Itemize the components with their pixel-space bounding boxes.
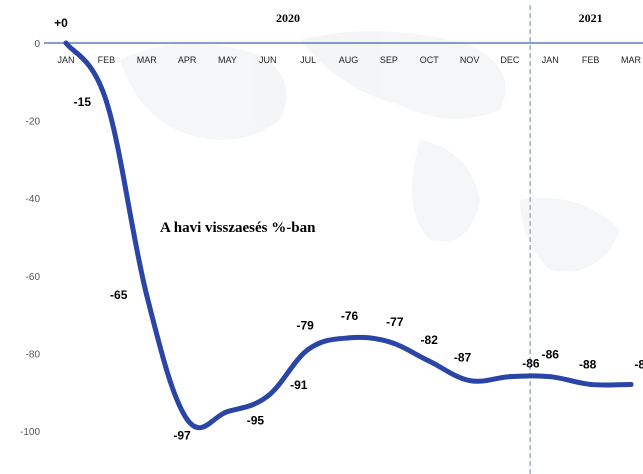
x-tick-label: JAN xyxy=(542,55,559,65)
data-point xyxy=(305,347,311,353)
y-axis: 0 -20 -40 -60 -80 -100 xyxy=(20,39,40,438)
y-tick-label: -80 xyxy=(26,349,41,360)
x-tick-label: AUG xyxy=(339,55,359,65)
data-label: -82 xyxy=(421,333,439,347)
y-tick-label: -100 xyxy=(20,427,40,438)
data-point xyxy=(346,335,351,341)
data-point xyxy=(224,409,230,415)
x-axis: JAN FEB MAR APR MAY JUN JUL AUG SEP OCT NOV DEC JAN F… xyxy=(44,5,643,474)
data-point xyxy=(588,381,594,387)
series-line xyxy=(63,40,634,431)
data-label: -79 xyxy=(296,319,314,333)
data-label: -86 xyxy=(542,348,560,362)
y-tick-label: -40 xyxy=(26,194,41,205)
data-point xyxy=(63,40,69,46)
data-point xyxy=(507,374,513,380)
year-labels: 2020 2021 xyxy=(276,11,603,25)
x-tick-label: FEB xyxy=(98,55,116,65)
x-tick-label: APR xyxy=(178,55,197,65)
data-point xyxy=(184,416,190,422)
data-label: +0 xyxy=(54,16,68,30)
data-label: -97 xyxy=(173,428,191,442)
data-point xyxy=(144,292,150,298)
x-tick-label: SEP xyxy=(380,55,398,65)
data-label: -15 xyxy=(74,95,92,109)
data-label: -87 xyxy=(454,351,472,365)
x-tick-label: OCT xyxy=(420,55,440,65)
data-point xyxy=(265,393,271,399)
x-tick-label: JUL xyxy=(300,55,316,65)
x-tick-label: NOV xyxy=(460,55,480,65)
y-tick-label: 0 xyxy=(34,39,40,50)
data-label: -86 xyxy=(522,357,540,371)
data-label: -88 xyxy=(634,357,643,371)
year-label: 2021 xyxy=(579,11,603,25)
plot-area xyxy=(63,40,634,431)
y-tick-label: -60 xyxy=(26,272,41,283)
x-tick-label: DEC xyxy=(500,55,520,65)
data-label: -76 xyxy=(341,309,359,323)
y-tick-label: -20 xyxy=(26,117,41,128)
x-tick-label: MAR xyxy=(621,55,642,65)
data-point xyxy=(103,98,109,104)
data-point xyxy=(467,378,473,384)
data-label: -95 xyxy=(247,414,265,428)
year-label: 2020 xyxy=(276,11,300,25)
x-tick-label: MAY xyxy=(218,55,237,65)
data-label: -77 xyxy=(386,315,404,329)
data-label: -91 xyxy=(290,378,308,392)
x-tick-label: MAR xyxy=(137,55,158,65)
data-label: -88 xyxy=(579,357,597,371)
x-tick-label: FEB xyxy=(582,55,600,65)
data-labels: +0 -15 -65 -97 -95 -91 -79 -76 -77 -82 -87 -86-86 -8… xyxy=(54,16,643,442)
data-point xyxy=(547,374,553,380)
world-map-background xyxy=(120,31,620,272)
data-point xyxy=(628,381,634,387)
data-point xyxy=(386,339,392,345)
data-label: -65 xyxy=(110,288,128,302)
x-tick-label: JAN xyxy=(57,55,74,65)
chart-title: A havi visszaesés %-ban xyxy=(160,220,316,236)
data-point xyxy=(426,358,432,364)
x-tick-label: JUN xyxy=(259,55,277,65)
